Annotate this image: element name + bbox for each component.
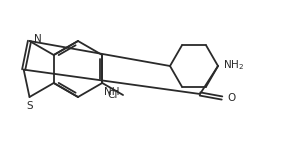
- Text: NH$_2$: NH$_2$: [223, 58, 244, 72]
- Text: N: N: [34, 34, 41, 44]
- Text: NH: NH: [104, 87, 120, 97]
- Text: Cl: Cl: [108, 90, 118, 100]
- Text: S: S: [26, 101, 33, 111]
- Text: O: O: [227, 93, 235, 103]
